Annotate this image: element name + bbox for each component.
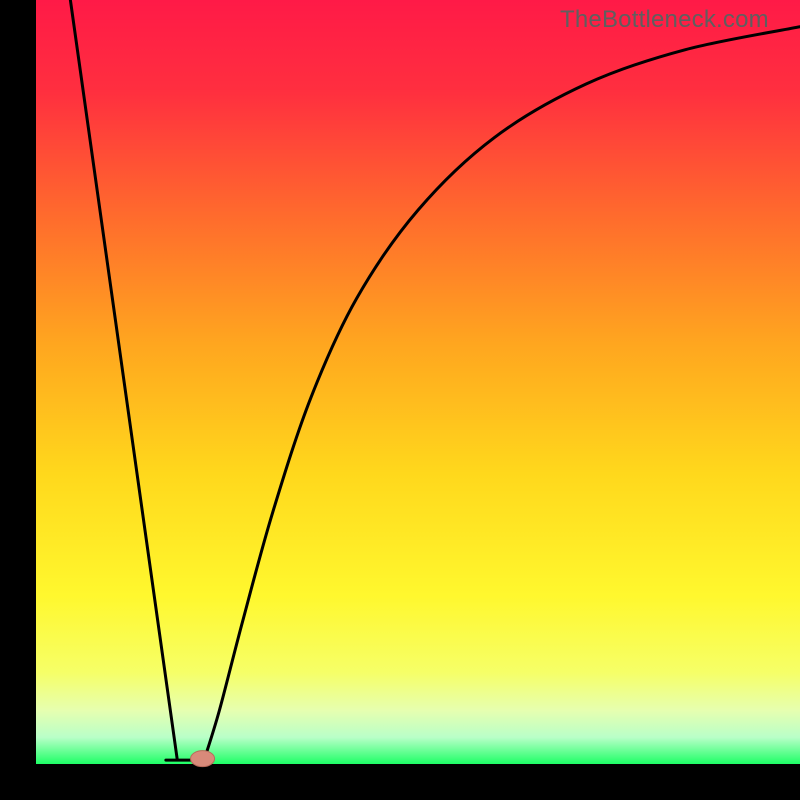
- chart-container: TheBottleneck.com: [0, 0, 800, 800]
- watermark-text: TheBottleneck.com: [560, 6, 769, 34]
- plot-svg: [0, 0, 800, 800]
- minimum-marker: [191, 751, 215, 767]
- plot-background: [36, 0, 800, 764]
